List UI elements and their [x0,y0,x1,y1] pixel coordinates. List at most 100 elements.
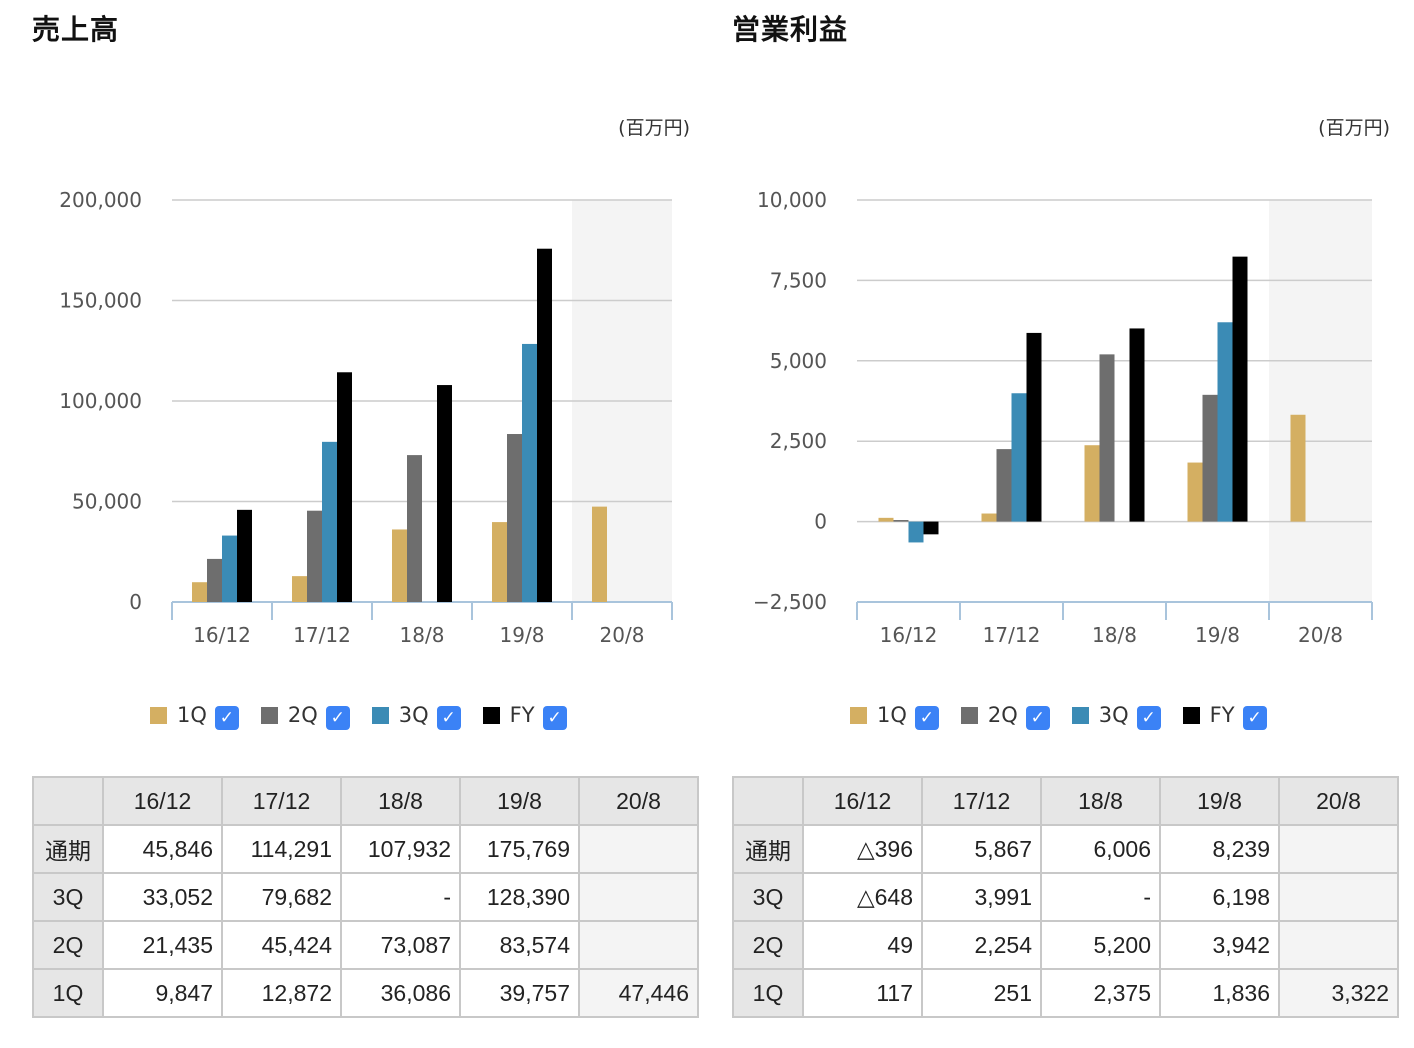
table-cell: 5,867 [921,824,1042,874]
bar-q2 [893,520,909,522]
table-cell: 73,087 [340,920,461,970]
y-tick-label: 5,000 [770,349,827,373]
table-cell: 251 [921,968,1042,1018]
table-cell: 45,846 [102,824,223,874]
table-row: 通期 △396 5,867 6,006 8,239 [732,824,1399,874]
sales-legend: 1Q ✓ 2Q ✓ 3Q ✓ FY ✓ [150,700,589,730]
check-icon[interactable]: ✓ [1242,706,1267,730]
y-tick-label: 0 [814,510,827,534]
bar-q2 [307,510,322,602]
legend-item-q2[interactable]: 2Q ✓ [260,700,350,730]
unit-label: (百万円) [618,117,690,139]
x-tick-label: 20/8 [600,623,645,647]
table-cell: 33,052 [102,872,223,922]
legend-swatch [482,706,500,724]
table-cell: 175,769 [459,824,580,874]
column-header: 20/8 [1278,776,1399,826]
table-row: 3Q 33,052 79,682-128,390 [32,872,699,922]
table-cell: 36,086 [340,968,461,1018]
table-cell: 2,375 [1040,968,1161,1018]
table-cell: 114,291 [221,824,342,874]
x-tick-label: 20/8 [1298,623,1343,647]
table-cell [578,824,699,874]
row-header: 通期 [732,824,804,874]
bar-q3 [322,441,337,602]
check-icon[interactable]: ✓ [325,706,350,730]
bar-q2 [996,449,1012,522]
operating-profit-title: 営業利益 [732,13,849,46]
column-header: 17/12 [221,776,342,826]
bar-q2 [1202,394,1218,522]
check-icon[interactable]: ✓ [542,706,567,730]
table-row: 2Q 49 2,254 5,200 3,942 [732,920,1399,970]
table-row: 通期 45,846 114,291 107,932 175,769 [32,824,699,874]
legend-label: 1Q [877,703,907,727]
table-cell: 8,239 [1159,824,1280,874]
table-cell: 79,682 [221,872,342,922]
table-cell: - [340,872,461,922]
table-cell: 5,200 [1040,920,1161,970]
bar-q3 [1011,393,1027,522]
legend-swatch [1071,706,1089,724]
legend-label: 2Q [987,703,1018,727]
bar-fy [1026,332,1042,522]
bar-q1 [492,522,507,602]
bar-q2 [1099,354,1115,522]
table-cell: 3,322 [1278,968,1399,1018]
bar-fy [1129,328,1145,522]
legend-swatch [260,706,278,724]
column-header [732,776,804,826]
check-icon[interactable]: ✓ [914,706,939,730]
bar-fy [1232,256,1248,522]
x-tick-label: 17/12 [983,623,1041,647]
table-cell: 9,847 [102,968,223,1018]
table-cell [1278,920,1399,970]
table-cell: 45,424 [221,920,342,970]
legend-item-q3[interactable]: 3Q ✓ [1071,700,1161,730]
table-cell: 83,574 [459,920,580,970]
column-header [32,776,104,826]
legend-label: 2Q [287,703,318,727]
row-header: 2Q [32,920,104,970]
check-icon[interactable]: ✓ [1025,706,1050,730]
legend-item-q2[interactable]: 2Q ✓ [960,700,1050,730]
bar-q1 [192,582,207,602]
check-icon[interactable]: ✓ [436,706,461,730]
bar-fy [237,509,252,602]
row-header: 通期 [32,824,104,874]
check-icon[interactable]: ✓ [1136,706,1161,730]
legend-swatch [850,706,867,724]
x-tick-label: 16/12 [193,623,251,647]
table-cell: 49 [802,920,923,970]
bar-q2 [207,558,222,602]
table-cell: 21,435 [102,920,223,970]
legend-item-q3[interactable]: 3Q ✓ [371,700,461,730]
table-cell: - [1040,872,1161,922]
y-tick-label: 10,000 [757,188,827,212]
bar-fy [923,521,939,535]
y-tick-label: 2,500 [770,429,827,453]
legend-label: FY [509,703,535,727]
legend-item-q1[interactable]: 1Q ✓ [850,700,939,730]
check-icon[interactable]: ✓ [214,706,239,730]
y-tick-label: 7,500 [770,268,827,292]
table-cell: 107,932 [340,824,461,874]
legend-swatch [1182,706,1200,724]
column-header: 16/12 [102,776,223,826]
bar-fy [337,372,352,602]
sales-table: 16/12 17/12 18/8 19/8 20/8 通期 45,846 114,291 107… [32,776,699,1018]
column-header: 19/8 [459,776,580,826]
table-row: 1Q 117 251 2,375 1,836 3,322 [732,968,1399,1018]
bar-q3 [908,521,924,543]
table-cell: 1,836 [1159,968,1280,1018]
legend-item-fy[interactable]: FY ✓ [1182,700,1267,730]
sales-panel: 売上高 (百万円) 0 50,000 100,000 150,000 200,000 16/… [0,0,700,1048]
row-header: 3Q [32,872,104,922]
forecast-shading [1269,200,1372,602]
bar-q3 [222,535,237,602]
legend-item-q1[interactable]: 1Q ✓ [150,700,239,730]
table-cell: 6,006 [1040,824,1161,874]
bar-q1 [981,513,997,522]
legend-item-fy[interactable]: FY ✓ [482,700,567,730]
legend-label: 1Q [177,703,207,727]
